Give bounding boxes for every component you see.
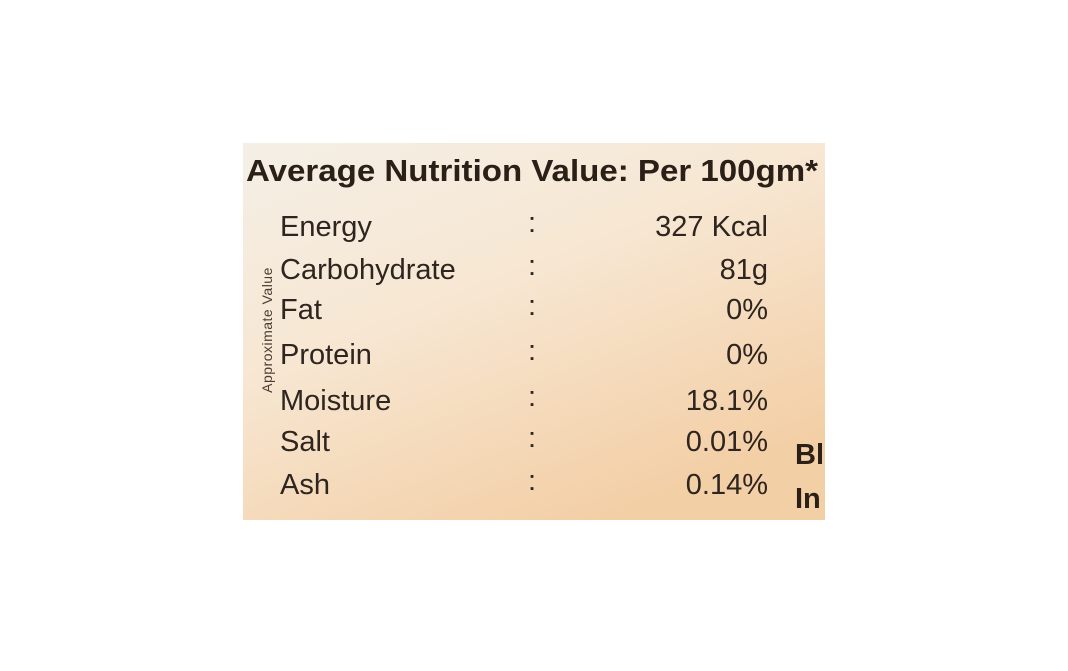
nutrient-value: 0.14% <box>686 469 768 501</box>
separator: : <box>528 422 536 454</box>
separator: : <box>528 207 536 239</box>
side-label: Approximate Value <box>259 267 275 393</box>
nutrient-name: Salt <box>280 426 330 458</box>
nutrient-value: 0% <box>726 339 768 371</box>
nutrient-name: Moisture <box>280 385 391 417</box>
page-margin <box>825 0 1068 671</box>
label-title: Average Nutrition Value: Per 100gm* <box>246 153 819 188</box>
nutrient-value: 327 Kcal <box>655 211 768 243</box>
separator: : <box>528 250 536 282</box>
nutrient-name: Protein <box>280 339 372 371</box>
nutrient-name: Ash <box>280 469 330 501</box>
separator: : <box>528 465 536 497</box>
nutrition-table: Energy: 327 Kcal Carbohydrate: 81g Fat: 0% Pro… <box>280 207 768 501</box>
separator: : <box>528 335 536 367</box>
nutrient-value: 18.1% <box>686 385 768 417</box>
nutrient-name: Energy <box>280 211 372 243</box>
separator: : <box>528 290 536 322</box>
cut-off-text: Bl <box>795 439 824 471</box>
nutrient-value: 0.01% <box>686 426 768 458</box>
nutrient-value: 0% <box>726 294 768 326</box>
nutrient-name: Fat <box>280 294 322 326</box>
cut-off-text: In <box>795 483 821 515</box>
label-background <box>243 143 825 520</box>
nutrient-name: Carbohydrate <box>280 254 456 286</box>
nutrient-value: 81g <box>720 254 768 286</box>
separator: : <box>528 381 536 413</box>
